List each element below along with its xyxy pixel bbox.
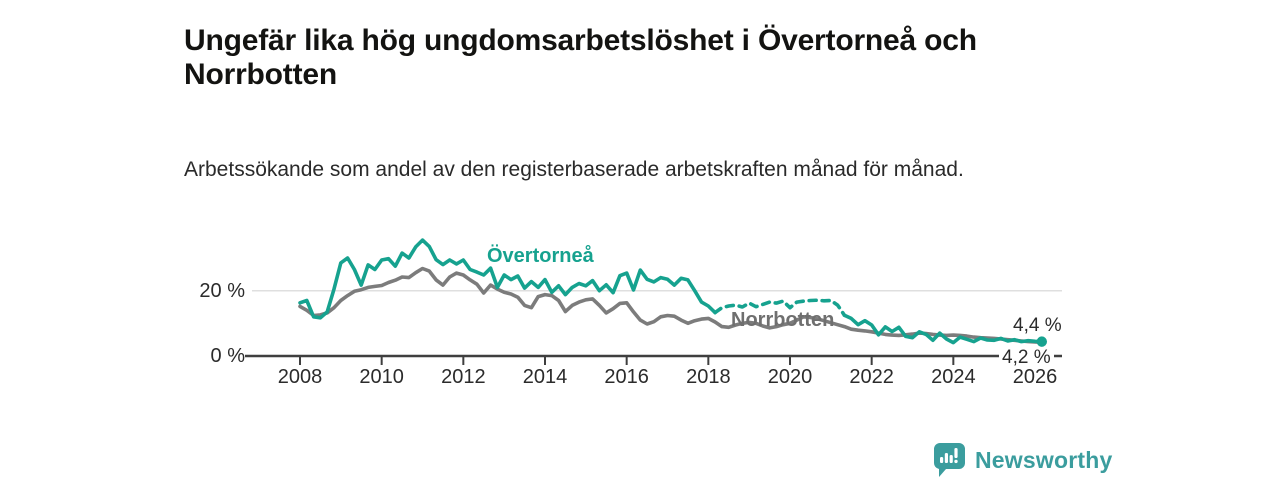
series-line-Övertorneå xyxy=(713,298,847,318)
x-axis-label-2018: 2018 xyxy=(686,366,731,388)
series-label-norrbotten: Norrbotten xyxy=(731,309,835,331)
y-axis-label-0: 0 % xyxy=(210,345,245,367)
x-axis-label-2016: 2016 xyxy=(604,366,649,388)
newsworthy-logo-icon xyxy=(933,443,965,477)
end-value-norrbotten: 4,2 % xyxy=(999,347,1054,369)
chart-title: Ungefär lika hög ungdomsarbetslöshet i Ö… xyxy=(184,24,977,92)
x-axis-label-2024: 2024 xyxy=(931,366,976,388)
x-axis-label-2012: 2012 xyxy=(441,366,486,388)
series-line-Norrbotten xyxy=(298,266,1044,345)
newsworthy-logo: Newsworthy xyxy=(933,442,1112,478)
series-line-Övertorneå xyxy=(842,313,1044,345)
y-axis-label-20: 20 % xyxy=(199,280,245,302)
x-axis-label-2010: 2010 xyxy=(359,366,404,388)
x-axis-label-2026: 2026 xyxy=(1012,366,1058,388)
series-label-overtornea: Övertorneå xyxy=(487,245,594,267)
x-axis-label-2014: 2014 xyxy=(522,366,568,388)
x-axis-label-2022: 2022 xyxy=(849,366,894,388)
x-axis-label-2020: 2020 xyxy=(767,366,813,388)
series-end-dot-Övertorneå xyxy=(1036,336,1048,347)
chart-subtitle: Arbetssökande som andel av den registerb… xyxy=(184,158,964,181)
series-line-Övertorneå xyxy=(298,238,717,320)
newsworthy-logo-text: Newsworthy xyxy=(975,446,1113,473)
x-axis-label-2008: 2008 xyxy=(277,366,323,388)
end-value-overtornea: 4,4 % xyxy=(1013,315,1062,336)
